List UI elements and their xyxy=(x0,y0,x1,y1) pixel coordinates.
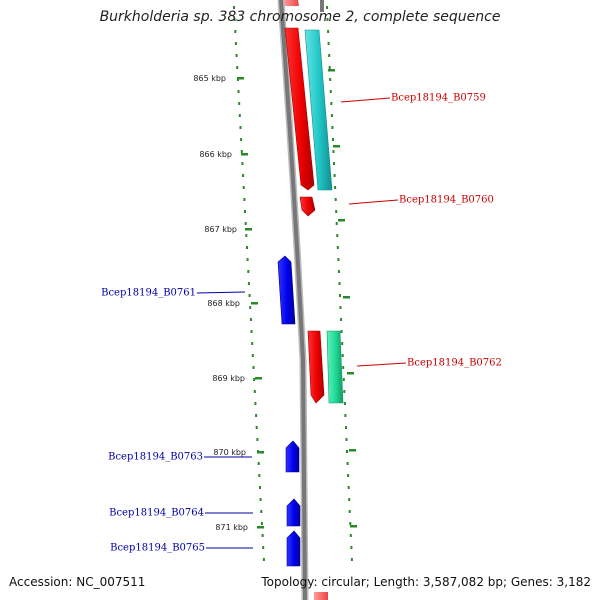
tick-mark xyxy=(251,302,258,305)
gene-label-bcep18194-b0761: Bcep18194_B0761 xyxy=(101,288,196,299)
map-title: Burkholderia sp. 383 chromosome 2, compl… xyxy=(99,9,501,25)
topology-summary: Topology: circular; Length: 3,587,082 bp… xyxy=(261,575,591,589)
gene-label-bcep18194-b0765: Bcep18194_B0765 xyxy=(110,543,205,554)
gene-arrow-bcep18194-b0762 xyxy=(307,330,325,404)
inner-dotted-ring xyxy=(233,6,265,561)
outer-tick-mark xyxy=(349,449,356,452)
outer-tick-mark xyxy=(338,219,345,222)
gene-leader-line-bcep18194-b0760 xyxy=(348,199,399,205)
outer-tick-mark xyxy=(343,296,350,299)
tick-label: 865 kbp xyxy=(193,74,226,83)
outer-tick-mark xyxy=(350,525,357,528)
gene-leader-line-bcep18194-b0759 xyxy=(340,97,391,103)
gene-arrow-bcep18194-b0761 xyxy=(277,255,296,325)
label-layer: Bcep18194_B0759 Bcep18194_B0760 Bcep18194_… xyxy=(101,93,502,554)
gene-leader-line-bcep18194-b0761 xyxy=(196,291,246,294)
outer-tick-mark xyxy=(328,69,335,72)
outer-tick-mark xyxy=(333,145,340,148)
gene-arrow-bcep18194-b0760 xyxy=(299,196,316,217)
gene-label-bcep18194-b0760: Bcep18194_B0760 xyxy=(399,195,494,206)
tick-mark xyxy=(237,77,244,80)
tick-mark xyxy=(241,153,248,156)
top-partial-feature xyxy=(284,0,299,6)
gene-arrow-bcep18194-b0765 xyxy=(286,530,301,567)
tick-mark xyxy=(257,526,264,529)
gene-leader-line-bcep18194-b0762 xyxy=(356,362,407,367)
bottom-partial-feature xyxy=(314,592,328,600)
tick-mark xyxy=(257,451,264,454)
tick-label: 869 kbp xyxy=(212,374,245,383)
tick-mark xyxy=(255,377,262,380)
backbone-layer xyxy=(277,0,324,600)
tick-label: 870 kbp xyxy=(213,448,246,457)
tick-label: 871 kbp xyxy=(215,523,248,532)
feature-layer xyxy=(277,0,344,600)
gene-arrow-bcep18194-b0759 xyxy=(284,27,315,191)
accession-text: Accession: NC_007511 xyxy=(9,575,146,589)
tick-label: 867 kbp xyxy=(204,225,237,234)
backbone-arc xyxy=(279,0,307,600)
gene-label-bcep18194-b0763: Bcep18194_B0763 xyxy=(108,452,203,463)
gene-label-bcep18194-b0764: Bcep18194_B0764 xyxy=(109,508,204,519)
tick-label: 866 kbp xyxy=(199,150,232,159)
tick-label: 868 kbp xyxy=(207,299,240,308)
cyan-feature-arrow xyxy=(304,29,333,191)
outer-dotted-ring xyxy=(326,6,353,561)
gene-label-bcep18194-b0759: Bcep18194_B0759 xyxy=(391,93,486,104)
green-feature-arrow xyxy=(326,330,344,404)
tick-layer: 865 kbp 866 kbp 867 kbp 868 kbp 869 kbp 870 k… xyxy=(193,69,357,532)
gene-arrow-bcep18194-b0763 xyxy=(285,440,300,473)
gene-arrow-bcep18194-b0764 xyxy=(286,498,301,527)
gene-label-bcep18194-b0762: Bcep18194_B0762 xyxy=(407,358,502,369)
outer-tick-mark xyxy=(347,372,354,375)
tick-mark xyxy=(245,228,252,231)
